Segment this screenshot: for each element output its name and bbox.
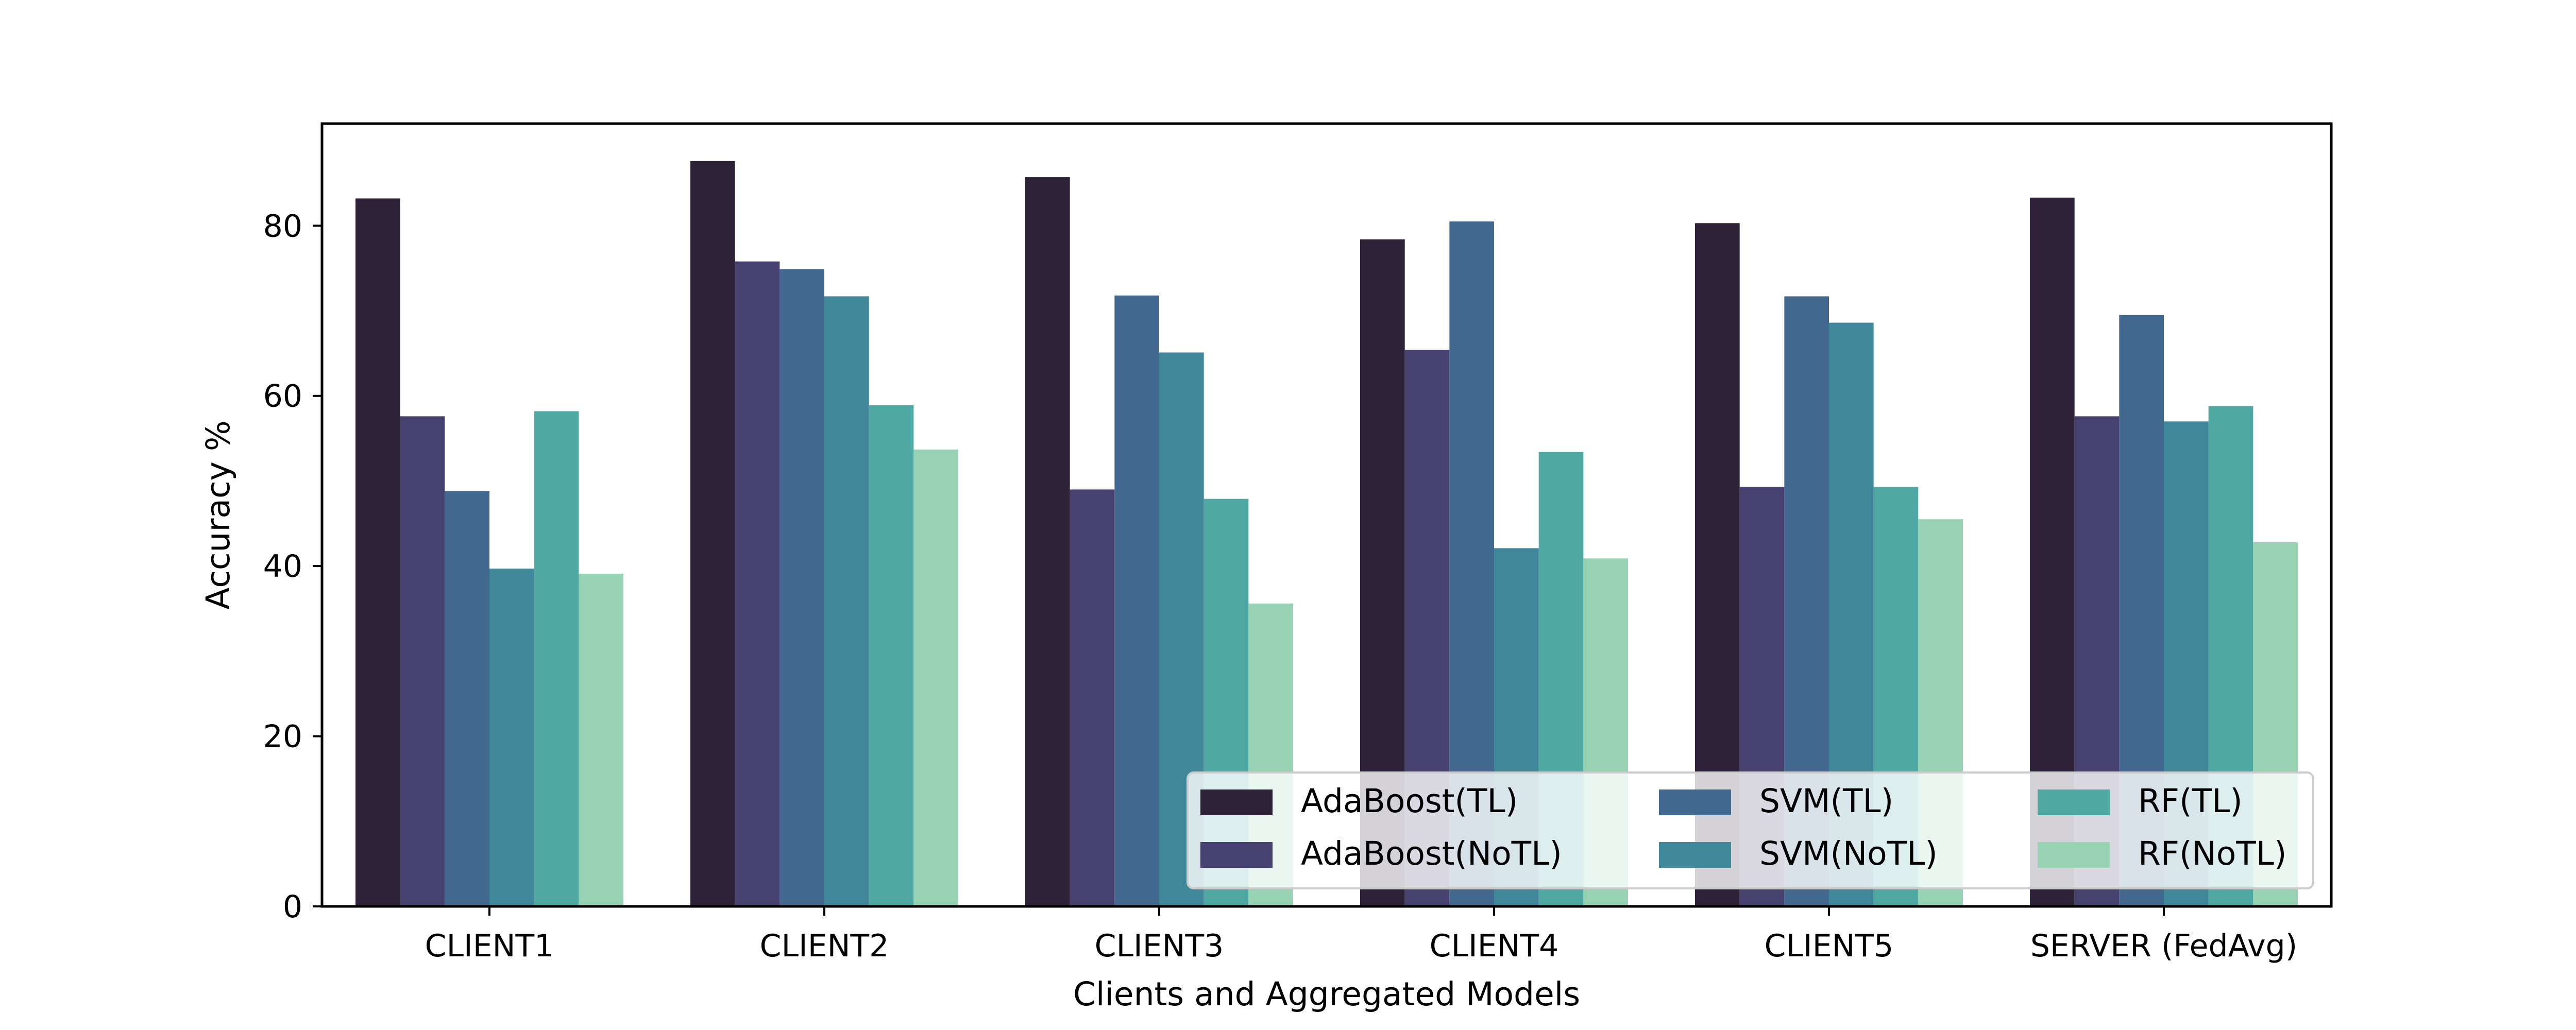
bar-adaboost-tl-client1 xyxy=(355,198,400,906)
bar-svm-tl-client2 xyxy=(779,269,824,906)
legend-swatch-rf-notl xyxy=(2038,842,2110,868)
bar-svm-tl-client1 xyxy=(445,491,489,906)
bar-svm-tl-client3 xyxy=(1114,295,1159,906)
bar-rf-notl-client2 xyxy=(913,449,958,906)
legend-label-adaboost-tl: AdaBoost(TL) xyxy=(1301,782,1518,820)
bar-adaboost-tl-client2 xyxy=(690,161,735,907)
x-tick-label: CLIENT1 xyxy=(425,928,554,964)
legend-swatch-svm-notl xyxy=(1659,842,1731,868)
x-tick-label: CLIENT3 xyxy=(1095,928,1224,964)
legend-swatch-rf-tl xyxy=(2038,789,2110,815)
x-tick-label: CLIENT2 xyxy=(760,928,889,964)
y-axis-label: Accuracy % xyxy=(199,420,237,610)
x-tick-label: CLIENT4 xyxy=(1430,928,1559,964)
legend-swatch-adaboost-notl xyxy=(1200,842,1273,868)
legend-swatch-adaboost-tl xyxy=(1200,789,1273,815)
bar-svm-notl-client2 xyxy=(824,296,869,906)
y-tick-label: 40 xyxy=(263,548,302,585)
x-tick-label: SERVER (FedAvg) xyxy=(2030,928,2297,964)
bar-rf-notl-client1 xyxy=(579,574,623,906)
bar-rf-tl-client2 xyxy=(869,405,914,906)
bar-adaboost-notl-client3 xyxy=(1070,489,1115,906)
y-tick-label: 0 xyxy=(283,889,302,925)
x-axis: CLIENT1 CLIENT2 CLIENT3 CLIENT4 CLIENT5 SERVE… xyxy=(425,906,2297,964)
legend-label-rf-notl: RF(NoTL) xyxy=(2138,835,2286,872)
legend-box xyxy=(1187,771,2314,889)
legend-label-adaboost-notl: AdaBoost(NoTL) xyxy=(1301,835,1562,872)
legend-label-svm-tl: SVM(TL) xyxy=(1759,782,1893,820)
bar-adaboost-notl-client2 xyxy=(735,261,780,906)
bar-rf-tl-client1 xyxy=(534,411,579,906)
x-tick-label: CLIENT5 xyxy=(1765,928,1894,964)
bar-svm-notl-client1 xyxy=(489,569,534,906)
legend-label-svm-notl: SVM(NoTL) xyxy=(1759,835,1938,872)
legend-swatch-svm-tl xyxy=(1659,789,1731,815)
legend: AdaBoost(TL) AdaBoost(NoTL) SVM(TL) SVM(NoT… xyxy=(1187,771,2314,889)
y-axis: 0 20 40 60 80 xyxy=(263,208,322,925)
y-tick-label: 20 xyxy=(263,719,302,755)
y-tick-label: 80 xyxy=(263,208,302,244)
x-axis-label: Clients and Aggregated Models xyxy=(1073,975,1580,1013)
y-tick-label: 60 xyxy=(263,379,302,415)
legend-label-rf-tl: RF(TL) xyxy=(2138,782,2243,820)
bar-adaboost-tl-client3 xyxy=(1025,177,1070,907)
plot-frame xyxy=(320,122,2333,908)
bar-adaboost-notl-client1 xyxy=(400,416,445,906)
